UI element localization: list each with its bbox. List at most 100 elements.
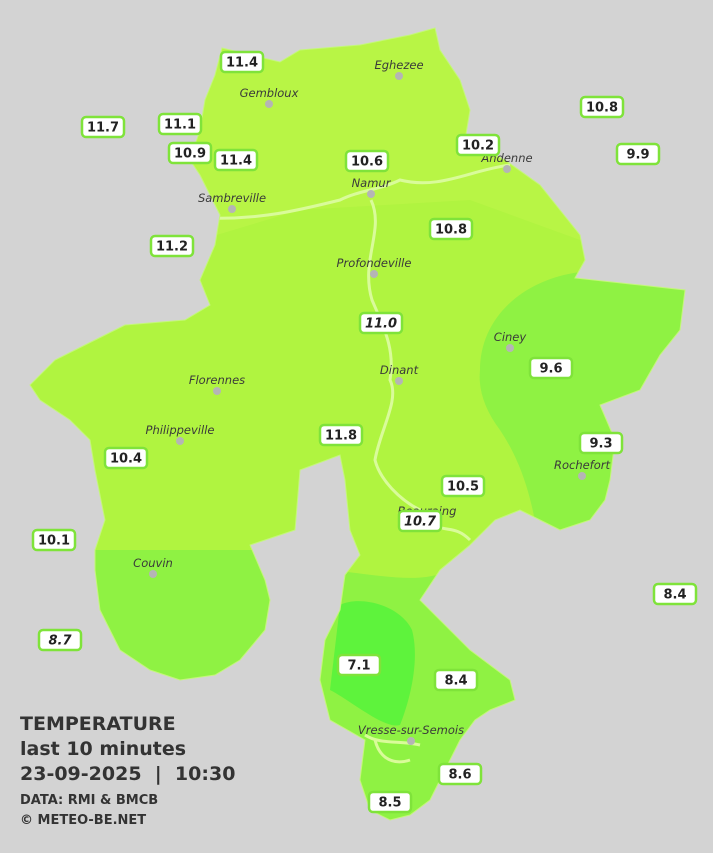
town-name: Rochefort: [554, 458, 611, 472]
station-value: 8.7: [48, 634, 72, 649]
station: 11.8: [318, 423, 364, 447]
station: 10.9: [167, 141, 213, 165]
legend-datetime: 23-09-2025 | 10:30: [20, 763, 235, 785]
station: 10.8: [428, 217, 474, 241]
station-box: [213, 148, 259, 172]
station-box: [433, 668, 479, 692]
station-value: 7.1: [347, 659, 370, 674]
station-box: [437, 762, 483, 786]
station-value: 11.0: [365, 317, 397, 332]
station-value: 9.6: [539, 362, 562, 377]
station-value: 11.7: [87, 121, 119, 136]
town-dot: [213, 387, 221, 395]
station-box: [455, 133, 501, 157]
station-box: [344, 149, 390, 173]
town-name: Namur: [352, 176, 392, 190]
town-name: Vresse-sur-Semois: [358, 723, 464, 737]
station-value: 10.8: [435, 223, 467, 238]
station: 8.6: [437, 762, 483, 786]
station: 8.5: [367, 790, 413, 814]
station-value: 9.9: [626, 148, 649, 163]
town-dot: [395, 377, 403, 385]
station: 10.4: [103, 446, 149, 470]
station: 11.1: [157, 112, 203, 136]
station: 11.4: [219, 50, 265, 74]
town-dot: [395, 72, 403, 80]
town-dot: [506, 344, 514, 352]
town-name: Gembloux: [240, 86, 299, 100]
town-dot: [228, 205, 236, 213]
station: 10.2: [455, 133, 501, 157]
station: 8.7: [37, 628, 83, 652]
town-name: Couvin: [133, 556, 173, 570]
station-value: 8.5: [378, 796, 401, 811]
town-dot: [407, 737, 415, 745]
station-box: [358, 311, 404, 335]
station: 11.4: [213, 148, 259, 172]
station-value: 10.2: [462, 139, 494, 154]
station: 10.1: [31, 528, 77, 552]
station-value: 10.9: [174, 147, 206, 162]
station-value: 10.5: [447, 480, 479, 495]
town-name: Dinant: [380, 363, 419, 377]
legend-title: TEMPERATURE: [20, 713, 176, 735]
station-box: [31, 528, 77, 552]
station: 10.5: [440, 474, 486, 498]
station-box: [652, 582, 698, 606]
station-box: [37, 628, 83, 652]
station-box: [157, 112, 203, 136]
station: 9.6: [528, 356, 574, 380]
station-value: 10.1: [38, 534, 70, 549]
legend-copyright: © METEO-BE.NET: [20, 813, 146, 828]
station-box: [528, 356, 574, 380]
town-dot: [370, 270, 378, 278]
station-box: [397, 509, 443, 533]
station-value: 9.3: [589, 437, 612, 452]
station-value: 11.8: [325, 429, 357, 444]
station: 8.4: [652, 582, 698, 606]
town-name: Eghezee: [374, 58, 423, 72]
station-value: 11.4: [226, 56, 258, 71]
station-box: [578, 431, 624, 455]
town-name: Ciney: [494, 330, 527, 344]
station-value: 11.1: [164, 118, 196, 133]
station-box: [103, 446, 149, 470]
station-value: 11.4: [220, 154, 252, 169]
town-dot: [367, 190, 375, 198]
station: 10.8: [579, 95, 625, 119]
station: 8.4: [433, 668, 479, 692]
station-box: [579, 95, 625, 119]
station: 11.2: [149, 234, 195, 258]
station-value: 8.6: [448, 768, 471, 783]
station-value: 10.8: [586, 101, 618, 116]
station: 10.6: [344, 149, 390, 173]
town-dot: [503, 165, 511, 173]
station-value: 11.2: [156, 240, 188, 255]
station-box: [615, 142, 661, 166]
station-box: [167, 141, 213, 165]
station: 11.7: [80, 115, 126, 139]
towns: EghezeeGemblouxAndenneNamurSambrevillePr…: [133, 58, 611, 745]
station-box: [428, 217, 474, 241]
station-box: [336, 653, 382, 677]
station-value: 8.4: [663, 588, 686, 603]
station-value: 10.7: [404, 515, 437, 530]
town-name: Sambreville: [198, 191, 266, 205]
station: 9.9: [615, 142, 661, 166]
station: 9.3: [578, 431, 624, 455]
station: 11.0: [358, 311, 404, 335]
station-box: [440, 474, 486, 498]
legend-source: DATA: RMI & BMCB: [20, 793, 158, 808]
station-box: [80, 115, 126, 139]
town-name: Profondeville: [337, 256, 412, 270]
station-value: 10.6: [351, 155, 383, 170]
station: 10.7: [397, 509, 443, 533]
station-box: [149, 234, 195, 258]
town-name: Philippeville: [146, 423, 215, 437]
station-value: 10.4: [110, 452, 142, 467]
town-dot: [149, 570, 157, 578]
station: 7.1: [336, 653, 382, 677]
town-dot: [578, 472, 586, 480]
